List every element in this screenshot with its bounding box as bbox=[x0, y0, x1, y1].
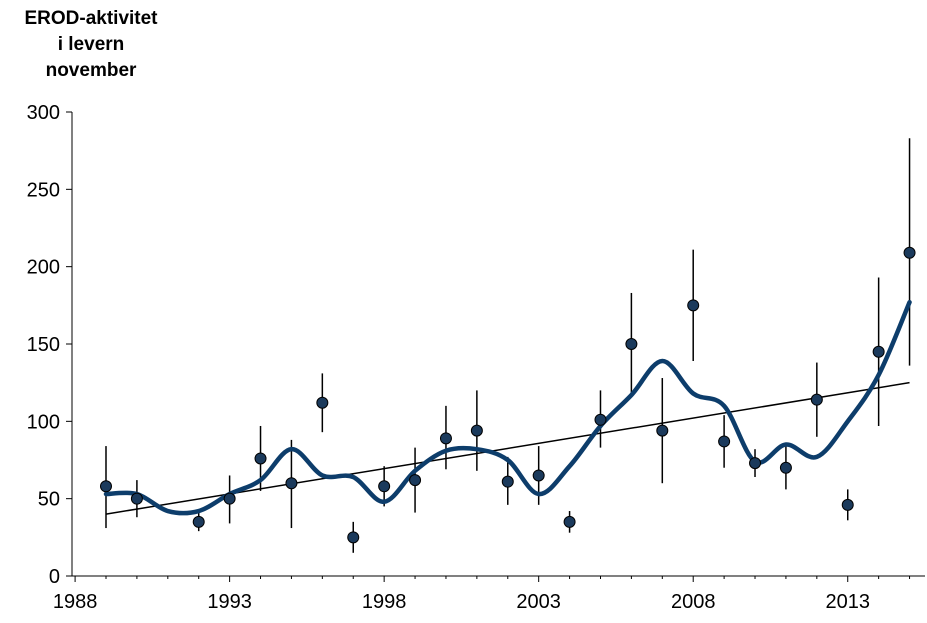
data-point bbox=[532, 469, 545, 482]
y-tick-label: 300 bbox=[27, 102, 60, 124]
x-tick-label: 2003 bbox=[516, 591, 561, 613]
x-tick-label: 2008 bbox=[671, 591, 716, 613]
data-point bbox=[316, 396, 329, 409]
y-tick-label: 0 bbox=[49, 566, 60, 588]
data-point bbox=[409, 474, 422, 487]
y-tick-label: 200 bbox=[27, 257, 60, 279]
data-point bbox=[439, 432, 452, 445]
y-axis-label: EROD-aktivitet i levern november bbox=[2, 6, 180, 84]
data-point bbox=[223, 492, 236, 505]
x-tick-label: 1998 bbox=[362, 591, 407, 613]
data-point bbox=[625, 338, 638, 350]
y-tick-label: 50 bbox=[38, 489, 60, 511]
data-point bbox=[749, 457, 762, 470]
data-point bbox=[99, 480, 112, 493]
y-axis-label-line-2: i levern bbox=[57, 34, 125, 55]
data-point bbox=[810, 393, 823, 406]
data-point bbox=[872, 345, 885, 358]
x-tick-label: 1988 bbox=[53, 591, 98, 613]
data-point bbox=[254, 452, 267, 465]
data-point bbox=[563, 515, 576, 528]
y-axis-label-line-1: EROD-aktivitet bbox=[24, 8, 158, 29]
data-point bbox=[285, 477, 298, 490]
data-point bbox=[501, 475, 514, 488]
x-tick-label: 1993 bbox=[207, 591, 252, 613]
data-point bbox=[470, 424, 483, 437]
data-point bbox=[656, 424, 669, 437]
data-point bbox=[779, 461, 792, 474]
y-axis-label-line-3: november bbox=[45, 60, 137, 81]
data-point bbox=[192, 515, 205, 528]
data-point bbox=[130, 492, 143, 505]
data-point bbox=[378, 480, 391, 493]
x-tick-label: 2013 bbox=[825, 591, 870, 613]
data-point bbox=[347, 531, 360, 544]
trend-line bbox=[105, 381, 910, 515]
data-point bbox=[687, 299, 700, 312]
data-point bbox=[841, 498, 854, 511]
y-tick-label: 100 bbox=[27, 411, 60, 433]
data-point bbox=[718, 435, 731, 448]
y-tick-label: 250 bbox=[27, 179, 60, 201]
data-point bbox=[903, 246, 916, 259]
smoothed-line bbox=[103, 299, 912, 516]
y-tick-label: 150 bbox=[27, 334, 60, 356]
data-point bbox=[594, 413, 607, 426]
